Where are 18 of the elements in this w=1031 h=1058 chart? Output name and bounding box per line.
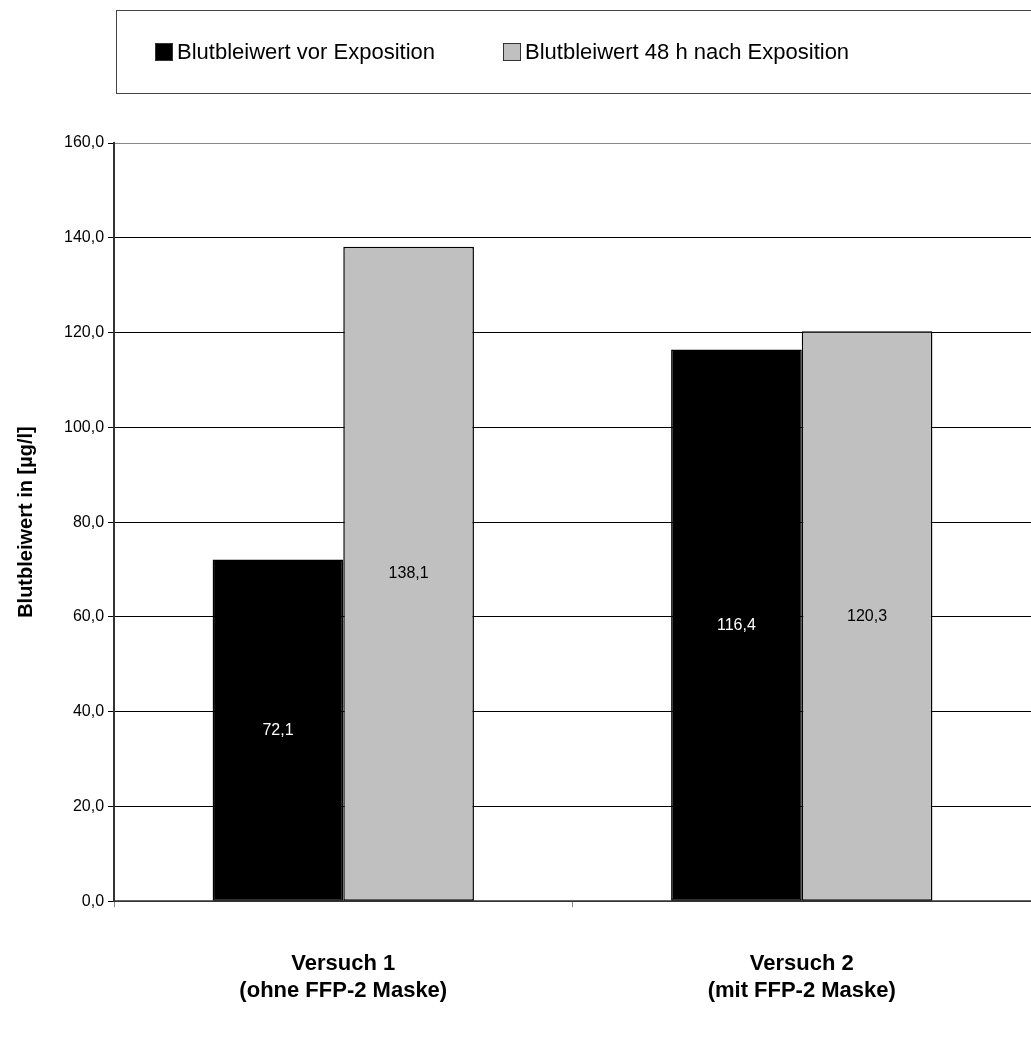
y-tick-label: 160,0 <box>63 133 105 151</box>
data-label: 138,1 <box>388 564 429 582</box>
data-label: 72,1 <box>262 720 294 738</box>
y-axis-title: Blutbleiwert in [µg/l] <box>13 426 36 618</box>
y-tick-label: 60,0 <box>72 607 105 625</box>
y-tick-label: 40,0 <box>72 702 105 720</box>
x-tick-label: Versuch 1 (ohne FFP-2 Maske) <box>239 950 448 1002</box>
y-tick-label: 100,0 <box>63 417 105 435</box>
y-tick-label: 120,0 <box>63 322 105 340</box>
legend-label: Blutbleiwert vor Exposition <box>177 39 436 65</box>
legend-label: Blutbleiwert 48 h nach Exposition <box>525 39 850 65</box>
data-label: 120,3 <box>847 606 888 624</box>
y-tick-label: 80,0 <box>72 512 105 530</box>
y-tick-label: 20,0 <box>72 796 105 814</box>
data-label: 116,4 <box>717 615 756 633</box>
y-tick-label: 140,0 <box>63 228 105 246</box>
y-tick-label: 0,0 <box>81 891 105 909</box>
x-tick-label: Versuch 2 (mit FFP-2 Maske) <box>707 950 896 1002</box>
